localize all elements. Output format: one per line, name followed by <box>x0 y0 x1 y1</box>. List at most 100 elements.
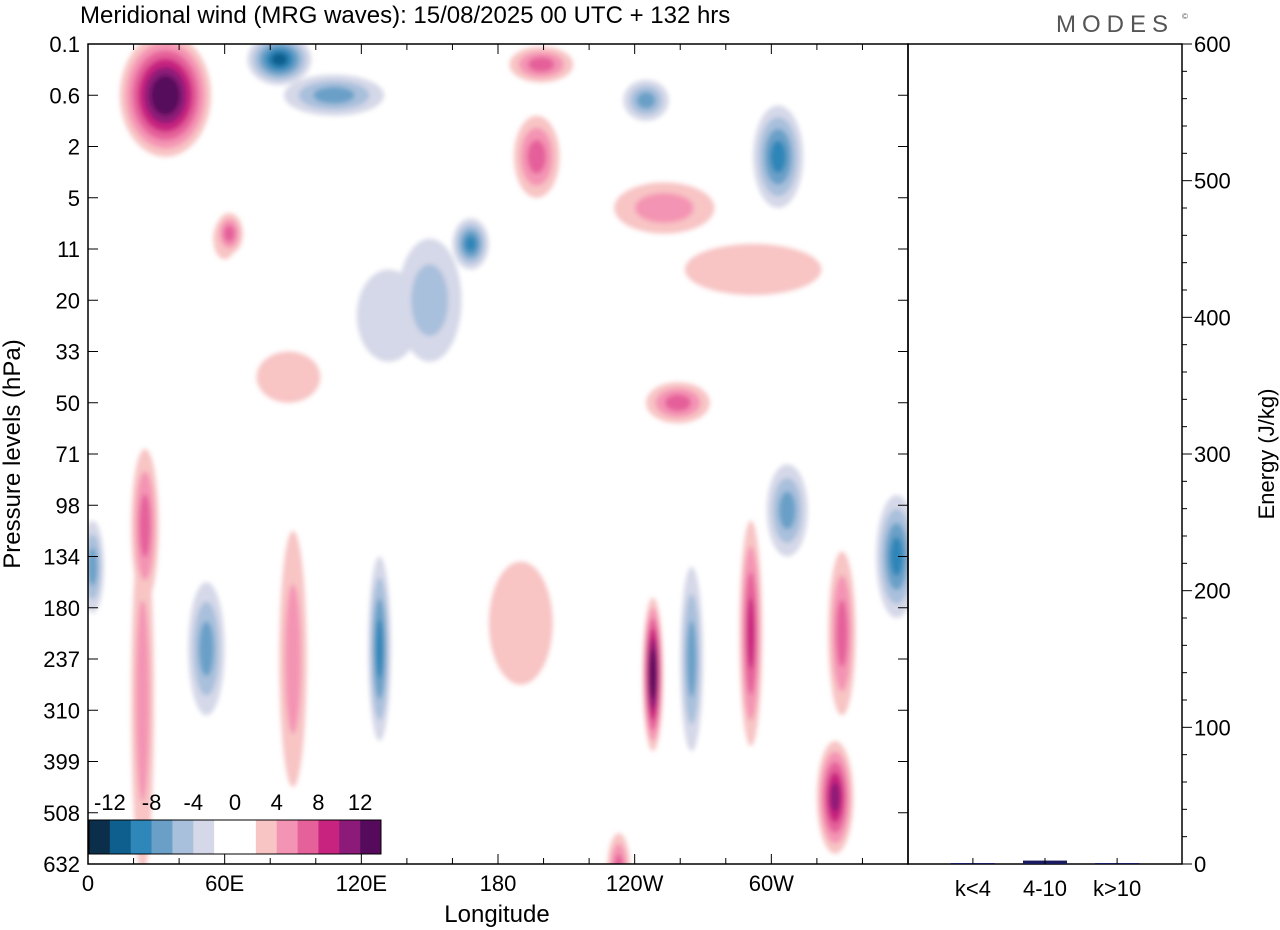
contour-pos-13-2 <box>527 139 547 174</box>
energy-tick-label: 400 <box>1194 305 1231 330</box>
chart-title: Meridional wind (MRG waves): 15/08/2025 … <box>80 2 730 29</box>
contour-pos-20-1 <box>610 843 627 864</box>
colorbar-swatch <box>235 820 257 854</box>
contour-neg-16-2 <box>198 621 214 677</box>
contour-pos-20-2 <box>614 854 624 864</box>
energy-tick-label: 100 <box>1194 715 1231 740</box>
colorbar-swatch <box>214 820 236 854</box>
energy-category-label: k>10 <box>1093 876 1141 901</box>
contour-neg-22-3 <box>464 235 477 253</box>
y-tick-label: 632 <box>43 852 80 877</box>
x-tick-label: 180 <box>480 871 517 896</box>
y-tick-label: 0.1 <box>49 32 80 57</box>
x-tick-label: 60W <box>749 871 794 896</box>
colorbar-label: -8 <box>142 790 162 815</box>
colorbar-swatch <box>360 820 382 854</box>
energy-axis: 0 100 200 300 400 500 600 <box>1182 32 1231 877</box>
colorbar-label: 12 <box>348 790 372 815</box>
contour-pos-3-0 <box>488 561 553 685</box>
y-tick-label: 71 <box>56 442 80 467</box>
energy-tick-label: 300 <box>1194 442 1231 467</box>
contour-pos-31-6 <box>650 659 655 689</box>
contour-neg-19-2 <box>88 547 98 586</box>
contour-neg-23-3 <box>770 140 787 174</box>
wind-field <box>88 44 908 864</box>
contour-pos-14-2 <box>664 394 692 412</box>
contour-pos-4-1 <box>635 193 694 223</box>
y-tick-label: 310 <box>43 698 80 723</box>
colorbar-frame <box>88 819 382 855</box>
y-tick-label: 399 <box>43 750 80 775</box>
y-tick-label: 237 <box>43 647 80 672</box>
y-tick-label: 98 <box>56 493 80 518</box>
colorbar-swatch <box>193 820 215 854</box>
contour-pos-6-1 <box>285 584 301 734</box>
y-tick-label: 11 <box>57 237 80 262</box>
x-tick-label: 60E <box>205 871 244 896</box>
contour-pos-28-4 <box>830 782 840 812</box>
energy-tick-label: 200 <box>1194 579 1231 604</box>
y-tick-label: 2 <box>68 135 80 160</box>
contour-pos-25-3 <box>747 597 755 670</box>
y-tick-label: 134 <box>43 545 80 570</box>
colorbar-swatch <box>172 820 194 854</box>
y-axis-label: Pressure levels (hPa) <box>0 339 26 568</box>
y-tick-label: 20 <box>56 288 80 313</box>
energy-category-label: k<4 <box>955 876 991 901</box>
wind-field-layer <box>88 44 908 864</box>
contour-neg-21-2 <box>778 491 796 530</box>
y-axis: 0.1 0.6 2 5 11 20 33 50 71 98 134 180 237 310 399 508 63… <box>43 32 908 877</box>
colorbar-label: 0 <box>229 790 241 815</box>
energy-axis-label: Energy (J/kg) <box>1254 389 1279 520</box>
energy-tick-label: 500 <box>1194 169 1231 194</box>
y-tick-label: 50 <box>56 391 80 416</box>
y-tick-label: 33 <box>56 340 80 365</box>
colorbar-swatch <box>339 820 361 854</box>
colorbar-label: 8 <box>312 790 324 815</box>
contour-pos-18-2 <box>836 599 848 668</box>
contour-neg-26-3 <box>890 536 904 577</box>
x-tick-label: 120E <box>336 871 387 896</box>
contour-pos-12-2 <box>223 225 235 243</box>
colorbar-label: -12 <box>94 790 126 815</box>
x-axis-label: Longitude <box>444 901 549 928</box>
colorbar-label: 4 <box>271 790 283 815</box>
contour-neg-9-2 <box>313 86 355 104</box>
contour-pos-15-2 <box>139 494 151 558</box>
contour-neg-11-2 <box>636 91 656 109</box>
contour-neg-17-2 <box>686 621 697 697</box>
brand-logo-text: MODES <box>1056 11 1174 38</box>
energy-tick-label: 600 <box>1194 32 1231 57</box>
x-tick-label: 120W <box>606 871 664 896</box>
colorbar-swatch <box>89 820 111 854</box>
contour-pos-0-0 <box>684 243 822 296</box>
colorbar-swatch <box>297 820 319 854</box>
brand-logo-mark: © <box>1182 12 1188 21</box>
x-axis: 0 60E 120E 180 120W 60W <box>82 44 909 896</box>
y-tick-label: 0.6 <box>49 83 80 108</box>
y-tick-label: 5 <box>68 186 80 211</box>
colorbar-swatch <box>276 820 298 854</box>
contour-pos-2-0 <box>256 351 321 403</box>
energy-frame <box>907 43 1183 865</box>
energy-tick-label: 0 <box>1194 852 1206 877</box>
colorbar-label: -4 <box>184 790 204 815</box>
contour-pos-10-2 <box>528 57 555 72</box>
colorbar-swatch <box>255 820 278 854</box>
colorbar-swatch <box>109 820 132 854</box>
colorbar-swatch <box>130 820 152 854</box>
y-tick-label: 180 <box>43 596 80 621</box>
colorbar: -12 -8 -4 0 4 8 12 <box>88 790 382 855</box>
x-tick-label: 0 <box>82 871 94 896</box>
energy-category-label: 4-10 <box>1023 876 1067 901</box>
energy-bars: k<4 4-10 k>10 <box>950 858 1141 901</box>
contour-neg-8-1 <box>411 264 449 337</box>
contour-pos-5-1 <box>136 598 150 802</box>
colorbar-swatch <box>151 820 173 854</box>
colorbar-swatch <box>318 820 340 854</box>
contour-neg-27-4 <box>271 52 288 67</box>
contour-neg-24-3 <box>375 619 384 679</box>
y-tick-label: 508 <box>43 801 80 826</box>
